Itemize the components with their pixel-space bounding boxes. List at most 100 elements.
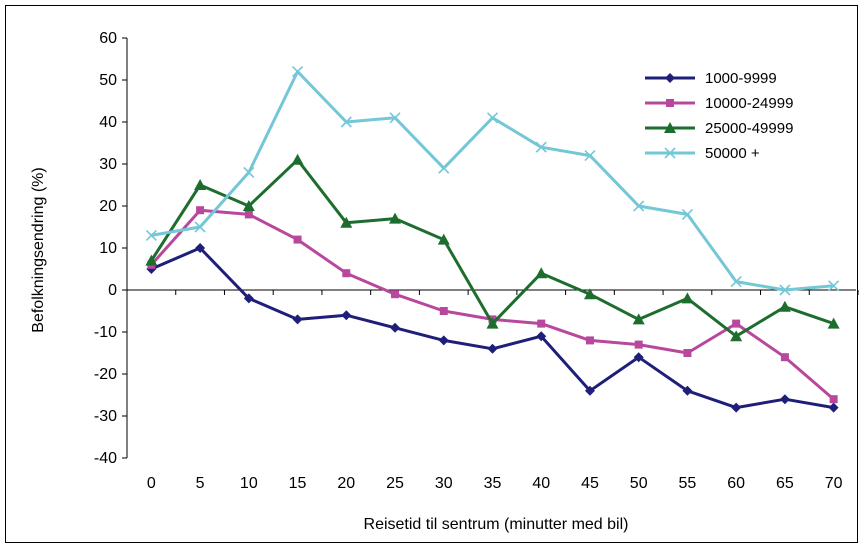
x-tick-label: 15 bbox=[289, 475, 307, 492]
y-tick-label: 10 bbox=[99, 240, 117, 257]
data-point bbox=[585, 336, 594, 345]
data-point bbox=[437, 233, 450, 245]
x-marker-stroke bbox=[292, 66, 304, 78]
data-point bbox=[535, 267, 548, 279]
x-marker-stroke bbox=[438, 162, 450, 174]
data-point bbox=[535, 141, 547, 153]
data-point bbox=[486, 112, 499, 124]
y-tick-label: 60 bbox=[99, 30, 117, 47]
data-point bbox=[389, 112, 401, 124]
series-2 bbox=[147, 206, 838, 404]
x-marker-stroke bbox=[145, 229, 157, 241]
data-point bbox=[828, 402, 839, 413]
data-point bbox=[584, 385, 595, 396]
data-point bbox=[242, 200, 255, 211]
legend-label: 25000-49999 bbox=[705, 120, 793, 137]
x-tick-label: 0 bbox=[147, 475, 156, 492]
data-point bbox=[244, 210, 253, 219]
x-tick-label: 50 bbox=[630, 475, 648, 492]
data-point bbox=[632, 313, 645, 325]
data-point bbox=[292, 314, 303, 325]
x-marker-stroke bbox=[389, 112, 401, 124]
x-tick-label: 35 bbox=[484, 475, 502, 492]
data-point bbox=[633, 200, 645, 212]
y-tick-label: 20 bbox=[99, 198, 117, 215]
y-tick-label: -10 bbox=[94, 324, 117, 341]
data-point bbox=[633, 352, 644, 363]
data-point bbox=[390, 322, 401, 333]
data-point bbox=[828, 280, 840, 292]
x-tick-label: 40 bbox=[532, 475, 550, 492]
data-point bbox=[829, 395, 838, 404]
legend-marker bbox=[665, 73, 675, 83]
y-tick-label: 30 bbox=[99, 156, 117, 173]
series-line bbox=[150, 158, 835, 338]
data-point bbox=[194, 179, 207, 190]
data-point bbox=[145, 229, 157, 241]
x-marker-stroke bbox=[828, 280, 840, 292]
y-tick-label: -40 bbox=[94, 450, 117, 467]
data-point bbox=[778, 300, 791, 312]
data-point bbox=[342, 269, 351, 278]
data-point bbox=[681, 208, 693, 220]
x-tick-label: 10 bbox=[240, 475, 258, 492]
x-axis-title: Reisetid til sentrum (minutter med bil) bbox=[364, 516, 629, 533]
data-point bbox=[732, 319, 741, 328]
data-point bbox=[536, 331, 547, 342]
x-marker-stroke bbox=[535, 141, 547, 153]
data-point bbox=[195, 243, 206, 253]
data-point bbox=[827, 317, 840, 329]
data-point bbox=[681, 292, 694, 304]
x-marker-stroke bbox=[730, 276, 742, 288]
data-point bbox=[389, 212, 402, 224]
y-tick-label: -30 bbox=[94, 408, 117, 425]
legend-label: 1000-9999 bbox=[705, 70, 777, 87]
x-tick-label: 25 bbox=[386, 475, 404, 492]
x-marker-stroke bbox=[633, 200, 645, 212]
y-tick-label: -20 bbox=[94, 366, 117, 383]
data-point bbox=[340, 116, 352, 128]
data-point bbox=[584, 150, 596, 162]
x-marker-stroke bbox=[779, 284, 791, 296]
data-point bbox=[730, 330, 743, 342]
y-tick-label: 40 bbox=[99, 114, 117, 131]
data-point bbox=[779, 394, 790, 405]
data-point bbox=[487, 343, 498, 354]
data-point bbox=[243, 293, 254, 304]
chart-frame bbox=[5, 5, 858, 543]
x-marker-stroke bbox=[340, 116, 352, 128]
y-tick-label: 0 bbox=[108, 282, 117, 299]
legend-label: 50000 + bbox=[705, 145, 760, 162]
legend-item: 25000-49999 bbox=[645, 120, 793, 137]
x-marker-stroke bbox=[194, 221, 206, 233]
x-tick-label: 20 bbox=[337, 475, 355, 492]
data-point bbox=[439, 307, 448, 315]
data-point bbox=[537, 319, 546, 328]
data-point bbox=[730, 276, 742, 288]
data-point bbox=[292, 66, 304, 78]
x-tick-label: 5 bbox=[196, 475, 205, 492]
x-marker-stroke bbox=[664, 147, 676, 159]
series-line bbox=[150, 208, 835, 401]
x-tick-label: 55 bbox=[679, 475, 697, 492]
series-layer bbox=[145, 66, 840, 413]
axes: -40 -30 -20 -10 0 10 20 30 40 50 60 0 5 10 15 20 25 30 35 4… bbox=[94, 30, 859, 492]
x-marker-stroke bbox=[243, 166, 255, 178]
legend-marker bbox=[664, 147, 676, 159]
x-tick-label: 45 bbox=[581, 475, 599, 492]
data-point bbox=[779, 284, 791, 296]
data-point bbox=[780, 353, 789, 362]
legend-item: 1000-9999 bbox=[645, 70, 777, 87]
data-point bbox=[583, 288, 596, 300]
data-point bbox=[291, 153, 304, 165]
data-point bbox=[731, 402, 742, 413]
x-tick-label: 30 bbox=[435, 475, 453, 492]
y-axis-title: Befolkningsendring (%) bbox=[30, 167, 47, 332]
data-point bbox=[341, 310, 352, 321]
legend-label: 10000-24999 bbox=[705, 95, 793, 112]
x-tick-label: 60 bbox=[727, 475, 745, 492]
x-marker-stroke bbox=[584, 150, 596, 162]
data-point bbox=[438, 162, 450, 174]
data-point bbox=[340, 216, 353, 228]
